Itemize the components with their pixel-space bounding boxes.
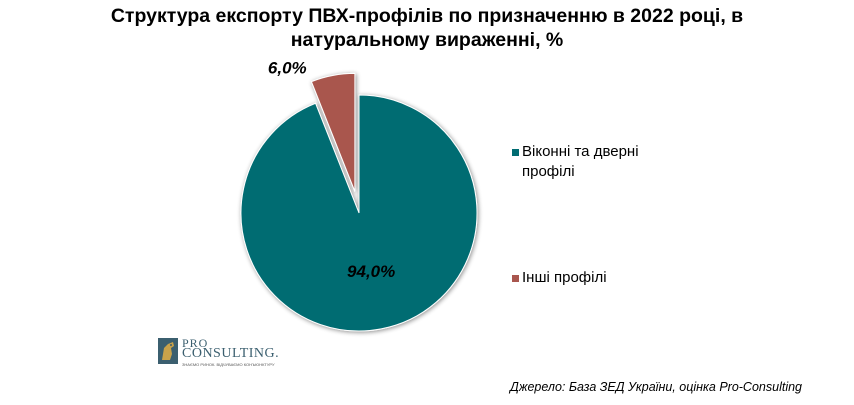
pro-consulting-logo: PRO CONSULTING. ЗНАЄМО РИНОК. ВІДЧУВАЄМО… [158,336,298,370]
horse-logo-icon [158,338,178,364]
legend-item-other: Інші профілі [512,268,712,288]
logo-text-pro: PRO [182,336,209,350]
chart-title-line-2: натуральному вираженні, % [290,29,564,51]
legend: Віконні та дверні профілі Інші профілі [512,142,712,288]
pie-slices [240,72,478,332]
legend-label-other: Інші профілі [522,269,607,286]
chart-title-line-1: Структура експорту ПВХ-профілів по призн… [110,5,744,27]
legend-item-windows-doors: Віконні та дверні профілі [512,142,712,182]
source-note: Джерело: База ЗЕД України, оцінка Pro-Co… [510,380,802,394]
legend-swatch-other [512,275,519,282]
pie-data-labels: 94,0% 6,0% [268,59,395,281]
logo-text-consulting: CONSULTING. [182,346,280,361]
data-label-windows-doors: 94,0% [347,262,395,281]
pie-slice-other [310,72,356,192]
logo-tagline: ЗНАЄМО РИНОК. ВІДЧУВАЄМО КОНЪЮНКТУРУ [182,362,275,367]
legend-swatch-windows-doors [512,149,519,156]
data-label-other: 6,0% [268,59,307,78]
legend-label-windows-doors-line-2: профілі [522,163,575,180]
pie-slice-windows-doors [240,94,478,332]
chart-title: Структура експорту ПВХ-профілів по призн… [0,4,854,52]
legend-label-windows-doors-line-1: Віконні та дверні [522,143,639,160]
